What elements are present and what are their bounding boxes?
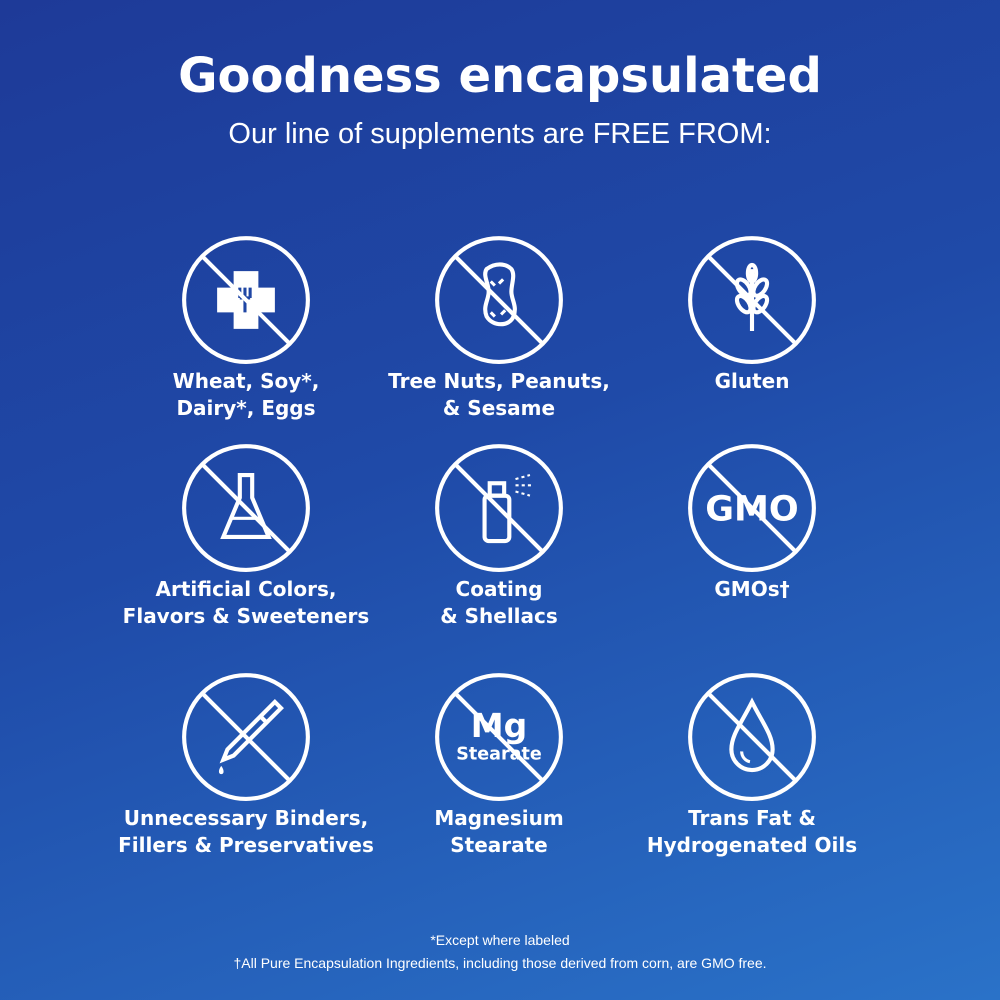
free-from-item: Wheat, Soy*, Dairy*, Eggs	[96, 234, 396, 422]
item-label: Wheat, Soy*, Dairy*, Eggs	[172, 369, 320, 420]
oil-drop-icon	[688, 673, 816, 801]
item-label: Magnesium Stearate	[434, 806, 564, 857]
flask-icon	[182, 444, 310, 572]
wheat-icon	[688, 236, 816, 364]
free-from-item: Coating & Shellacs	[349, 442, 649, 630]
gmo-icon: GMO	[688, 444, 816, 572]
free-from-item: Mg Stearate Magnesium Stearate	[349, 671, 649, 859]
free-from-item: Trans Fat & Hydrogenated Oils	[602, 671, 902, 859]
item-label: Unnecessary Binders, Fillers & Preservati…	[118, 806, 374, 857]
free-from-item: Gluten	[602, 234, 902, 395]
free-from-item: Unnecessary Binders, Fillers & Preservati…	[96, 671, 396, 859]
item-label: Gluten	[714, 369, 790, 393]
item-label: Coating & Shellacs	[440, 577, 558, 628]
footnote-except: *Except where labeled	[430, 932, 570, 948]
free-from-item: GMO GMOs†	[602, 442, 902, 603]
dropper-icon	[182, 673, 310, 801]
item-label: Tree Nuts, Peanuts, & Sesame	[388, 369, 610, 420]
allergen-cross-icon	[182, 236, 310, 364]
item-label: Artificial Colors, Flavors & Sweeteners	[122, 577, 370, 628]
free-from-item: Tree Nuts, Peanuts, & Sesame	[349, 234, 649, 422]
page-title: Goodness encapsulated	[178, 48, 822, 104]
page-subtitle: Our line of supplements are FREE FROM:	[228, 118, 772, 150]
item-label: Trans Fat & Hydrogenated Oils	[646, 806, 858, 857]
item-label: GMOs†	[714, 577, 790, 601]
free-from-item: Artificial Colors, Flavors & Sweeteners	[96, 442, 396, 630]
stearate-text: Stearate	[456, 745, 542, 765]
peanut-icon	[435, 236, 563, 364]
spray-can-icon	[435, 444, 563, 572]
footnote-gmo: †All Pure Encapsulation Ingredients, inc…	[233, 955, 767, 971]
